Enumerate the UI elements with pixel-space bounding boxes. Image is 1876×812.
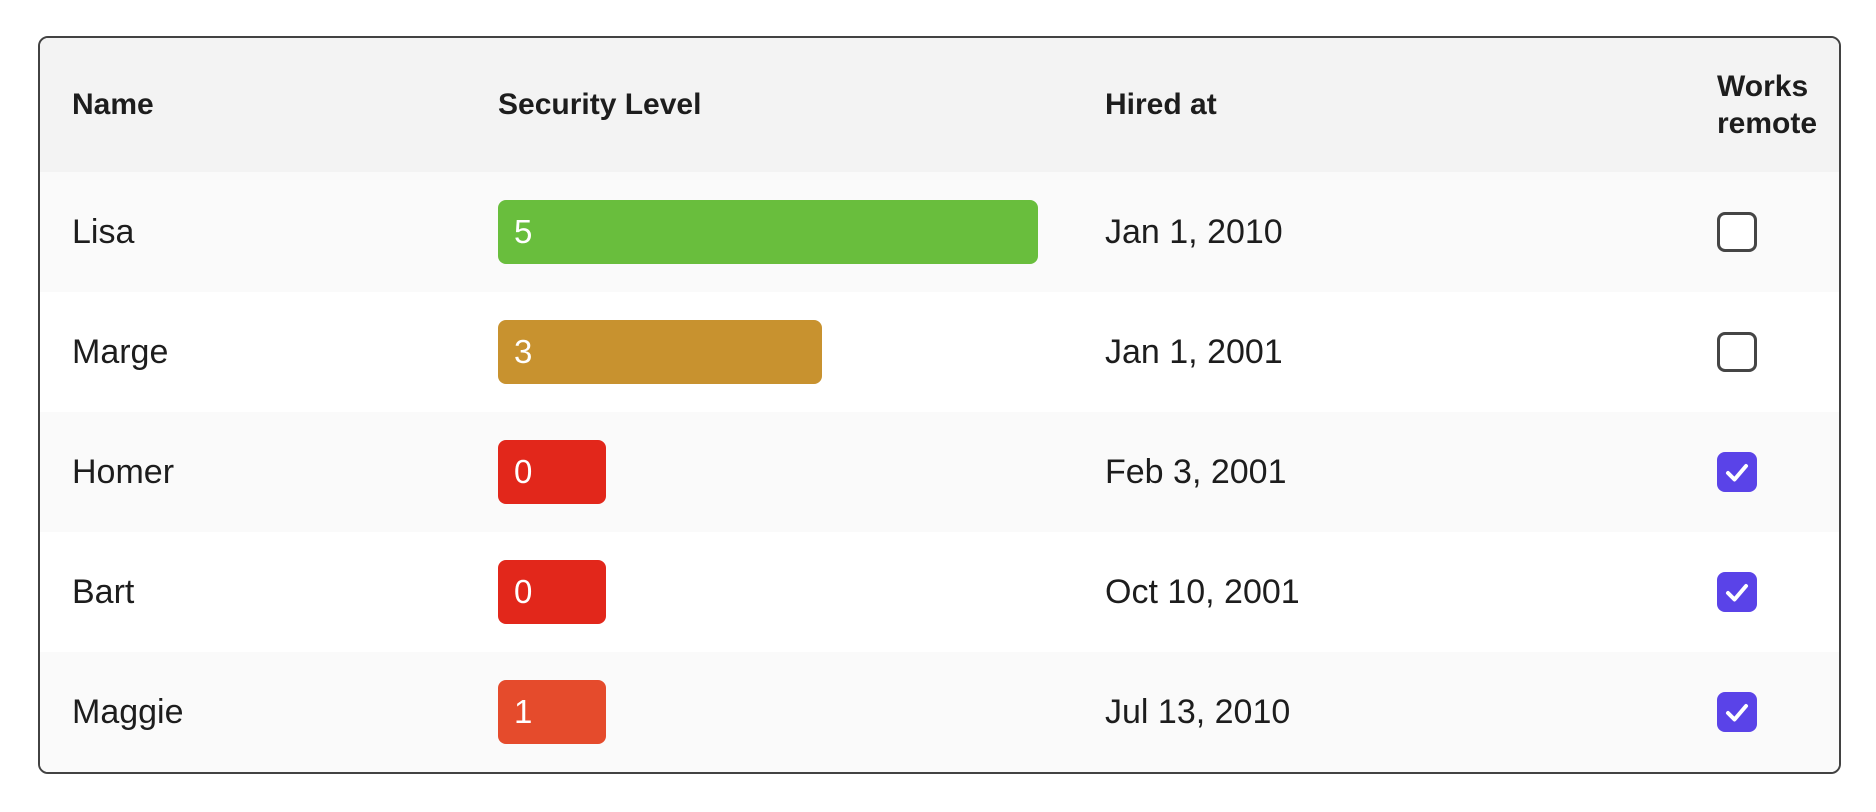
security-level-bar: 0 [498, 440, 606, 504]
security-level-bar: 0 [498, 560, 606, 624]
column-header-hired-at: Hired at [1105, 88, 1217, 122]
works-remote-cell [1717, 692, 1815, 732]
hired-at-cell: Jan 1, 2010 [1105, 212, 1283, 251]
table-header-row: Name Security Level Hired at Works remot… [40, 38, 1839, 172]
works-remote-cell [1717, 452, 1815, 492]
security-level-cell: 1 [498, 680, 1105, 744]
name-cell: Maggie [72, 692, 184, 731]
hired-at-cell: Jul 13, 2010 [1105, 692, 1291, 731]
name-cell: Bart [72, 572, 135, 611]
works-remote-checkbox[interactable] [1717, 332, 1757, 372]
column-header-security-level: Security Level [498, 88, 702, 122]
employee-table: Name Security Level Hired at Works remot… [38, 36, 1841, 774]
security-level-cell: 3 [498, 320, 1105, 384]
works-remote-cell [1717, 572, 1815, 612]
works-remote-cell [1717, 332, 1815, 372]
hired-at-cell: Oct 10, 2001 [1105, 572, 1300, 611]
hired-at-cell: Jan 1, 2001 [1105, 332, 1283, 371]
security-level-bar: 1 [498, 680, 606, 744]
checkmark-icon [1726, 464, 1748, 482]
security-level-bar: 3 [498, 320, 822, 384]
name-cell: Lisa [72, 212, 135, 251]
table-row: Lisa 5 Jan 1, 2010 [40, 172, 1839, 292]
security-level-bar: 5 [498, 200, 1038, 264]
works-remote-checkbox[interactable] [1717, 452, 1757, 492]
table-row: Bart 0 Oct 10, 2001 [40, 532, 1839, 652]
name-cell: Homer [72, 452, 175, 491]
table-row: Marge 3 Jan 1, 2001 [40, 292, 1839, 412]
works-remote-checkbox[interactable] [1717, 572, 1757, 612]
works-remote-checkbox[interactable] [1717, 212, 1757, 252]
works-remote-checkbox[interactable] [1717, 692, 1757, 732]
name-cell: Marge [72, 332, 169, 371]
checkmark-icon [1726, 584, 1748, 602]
checkmark-icon [1726, 704, 1748, 722]
security-level-cell: 0 [498, 560, 1105, 624]
security-level-cell: 0 [498, 440, 1105, 504]
works-remote-cell [1717, 212, 1815, 252]
table-row: Homer 0 Feb 3, 2001 [40, 412, 1839, 532]
column-header-name: Name [72, 88, 154, 122]
column-header-works-remote: Works remote [1717, 69, 1818, 141]
security-level-cell: 5 [498, 200, 1105, 264]
hired-at-cell: Feb 3, 2001 [1105, 452, 1287, 491]
table-row: Maggie 1 Jul 13, 2010 [40, 652, 1839, 772]
